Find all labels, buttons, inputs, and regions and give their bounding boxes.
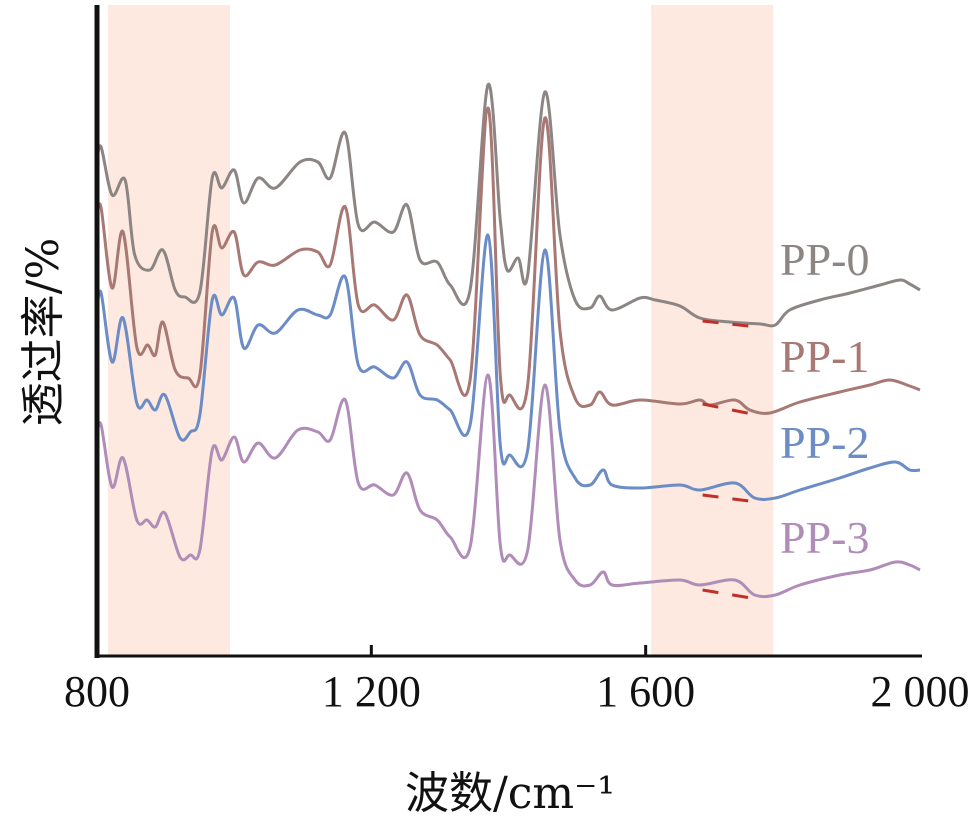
marker-dashes xyxy=(702,319,758,601)
series-line-pp-0 xyxy=(95,82,921,328)
series-label-pp-3: PP-3 xyxy=(780,512,869,563)
series-lines xyxy=(95,82,921,599)
x-tick-label: 1 600 xyxy=(596,667,695,716)
y-axis-title: 透过率/% xyxy=(18,238,69,427)
x-ticks: 800 1 200 1 600 2 000 xyxy=(64,645,969,716)
x-tick-label: 800 xyxy=(64,667,130,716)
series-line-pp-1 xyxy=(95,106,921,415)
marker-dash-pp-1 xyxy=(702,402,758,417)
x-tick-label: 1 200 xyxy=(322,667,421,716)
series-label-pp-2: PP-2 xyxy=(780,417,869,468)
series-label-pp-1: PP-1 xyxy=(780,331,869,382)
series-label-pp-0: PP-0 xyxy=(780,234,869,285)
series-line-pp-3 xyxy=(95,373,921,599)
marker-dash-pp-3 xyxy=(702,588,758,601)
x-tick-label: 2 000 xyxy=(871,667,969,716)
marker-dash-pp-0 xyxy=(702,319,757,329)
series-line-pp-2 xyxy=(95,233,921,501)
marker-dash-pp-2 xyxy=(702,493,757,504)
x-axis-title: 波数/cm⁻¹ xyxy=(405,768,615,818)
highlight-band-1 xyxy=(651,5,774,655)
series-labels: PP-0 PP-1 PP-2 PP-3 xyxy=(780,234,869,563)
